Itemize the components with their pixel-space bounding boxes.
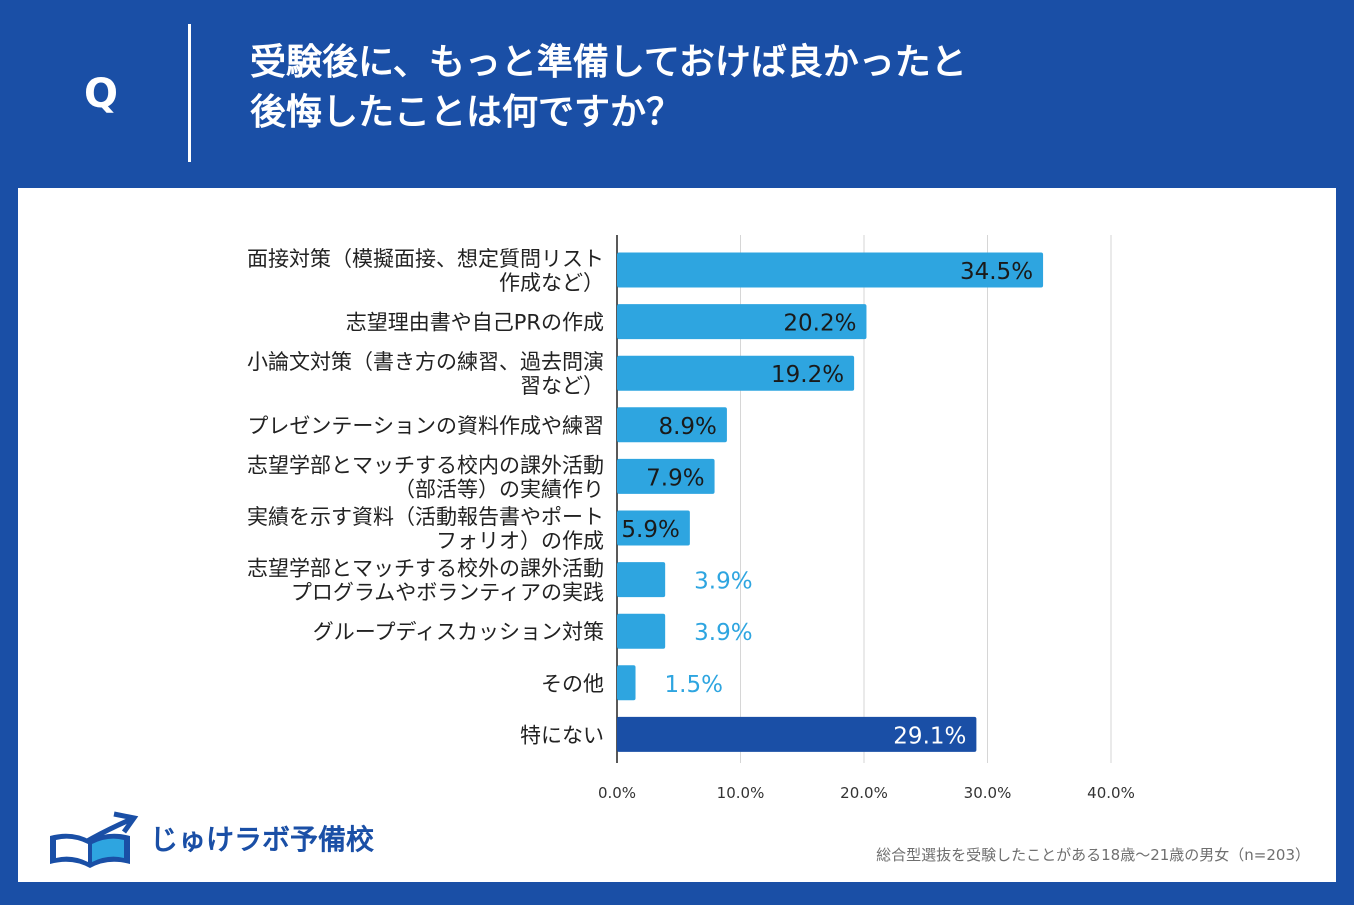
question-title-line-2: 後悔したことは何ですか？ <box>250 92 683 133</box>
question-title-line-1: 受験後に、もっと準備しておけば良かったと <box>250 42 967 83</box>
x-tick-label: 40.0% <box>1087 784 1135 802</box>
category-label: 習など） <box>520 374 604 398</box>
bar <box>617 407 727 443</box>
category-label: （部活等）の実績作り <box>394 477 604 501</box>
value-label: 20.2% <box>783 311 856 337</box>
chart-panel: 0.0% 10.0% 20.0% 30.0% 40.0% 面接対策（模擬面接、想定質問リス… <box>18 188 1336 882</box>
value-label: 8.9% <box>658 414 716 440</box>
bar <box>617 304 867 340</box>
category-label: 特にない <box>520 723 604 747</box>
value-label: 5.9% <box>621 517 679 543</box>
header-divider <box>188 24 191 162</box>
x-tick-label: 0.0% <box>598 784 636 802</box>
category-label: 実績を示す資料（活動報告書やポート <box>247 505 604 529</box>
category-label: プログラムやボランティアの実践 <box>291 581 604 605</box>
value-label: 34.5% <box>960 259 1033 285</box>
value-label: 19.2% <box>771 362 844 388</box>
bar-chart: 0.0% 10.0% 20.0% 30.0% 40.0% 面接対策（模擬面接、想定質問リス… <box>247 235 1135 802</box>
category-label: グループディスカッション対策 <box>313 620 604 644</box>
category-label: その他 <box>541 672 604 696</box>
book-logo-icon <box>50 811 139 868</box>
value-label: 7.9% <box>646 465 704 491</box>
brand-logo: じゅけラボ予備校 <box>42 806 382 876</box>
bar <box>617 562 666 598</box>
category-label: 面接対策（模擬面接、想定質問リスト <box>247 247 604 271</box>
bar <box>617 510 690 546</box>
x-tick-label: 20.0% <box>840 784 888 802</box>
category-label: 志望理由書や自己PRの作成 <box>346 311 604 335</box>
bar <box>617 458 715 494</box>
bar <box>617 613 666 649</box>
category-label: フォリオ）の作成 <box>436 529 604 553</box>
survey-footnote: 総合型選抜を受験したことがある18歳～21歳の男女（n=203） <box>876 846 1310 864</box>
bar <box>617 355 855 391</box>
bar <box>617 665 636 701</box>
category-label: 小論文対策（書き方の練習、過去問演 <box>247 350 604 374</box>
bar <box>617 716 977 752</box>
value-label: 3.9% <box>694 569 752 595</box>
category-label: 志望学部とマッチする校外の課外活動 <box>247 557 604 581</box>
question-header: Q 受験後に、もっと準備しておけば良かったと 後悔したことは何ですか？ <box>0 0 1354 188</box>
x-tick-label: 30.0% <box>964 784 1012 802</box>
category-label: プレゼンテーションの資料作成や練習 <box>247 414 604 438</box>
value-label: 1.5% <box>665 672 723 698</box>
value-label: 29.1% <box>893 723 966 749</box>
category-label: 作成など） <box>499 271 604 295</box>
value-label: 3.9% <box>694 620 752 646</box>
question-mark: Q <box>84 71 119 117</box>
bar <box>617 252 1044 288</box>
category-label: 志望学部とマッチする校内の課外活動 <box>247 453 604 477</box>
question-title: 受験後に、もっと準備しておけば良かったと 後悔したことは何ですか？ <box>250 38 1310 138</box>
x-tick-label: 10.0% <box>717 784 765 802</box>
logo-text: じゅけラボ予備校 <box>150 823 375 856</box>
